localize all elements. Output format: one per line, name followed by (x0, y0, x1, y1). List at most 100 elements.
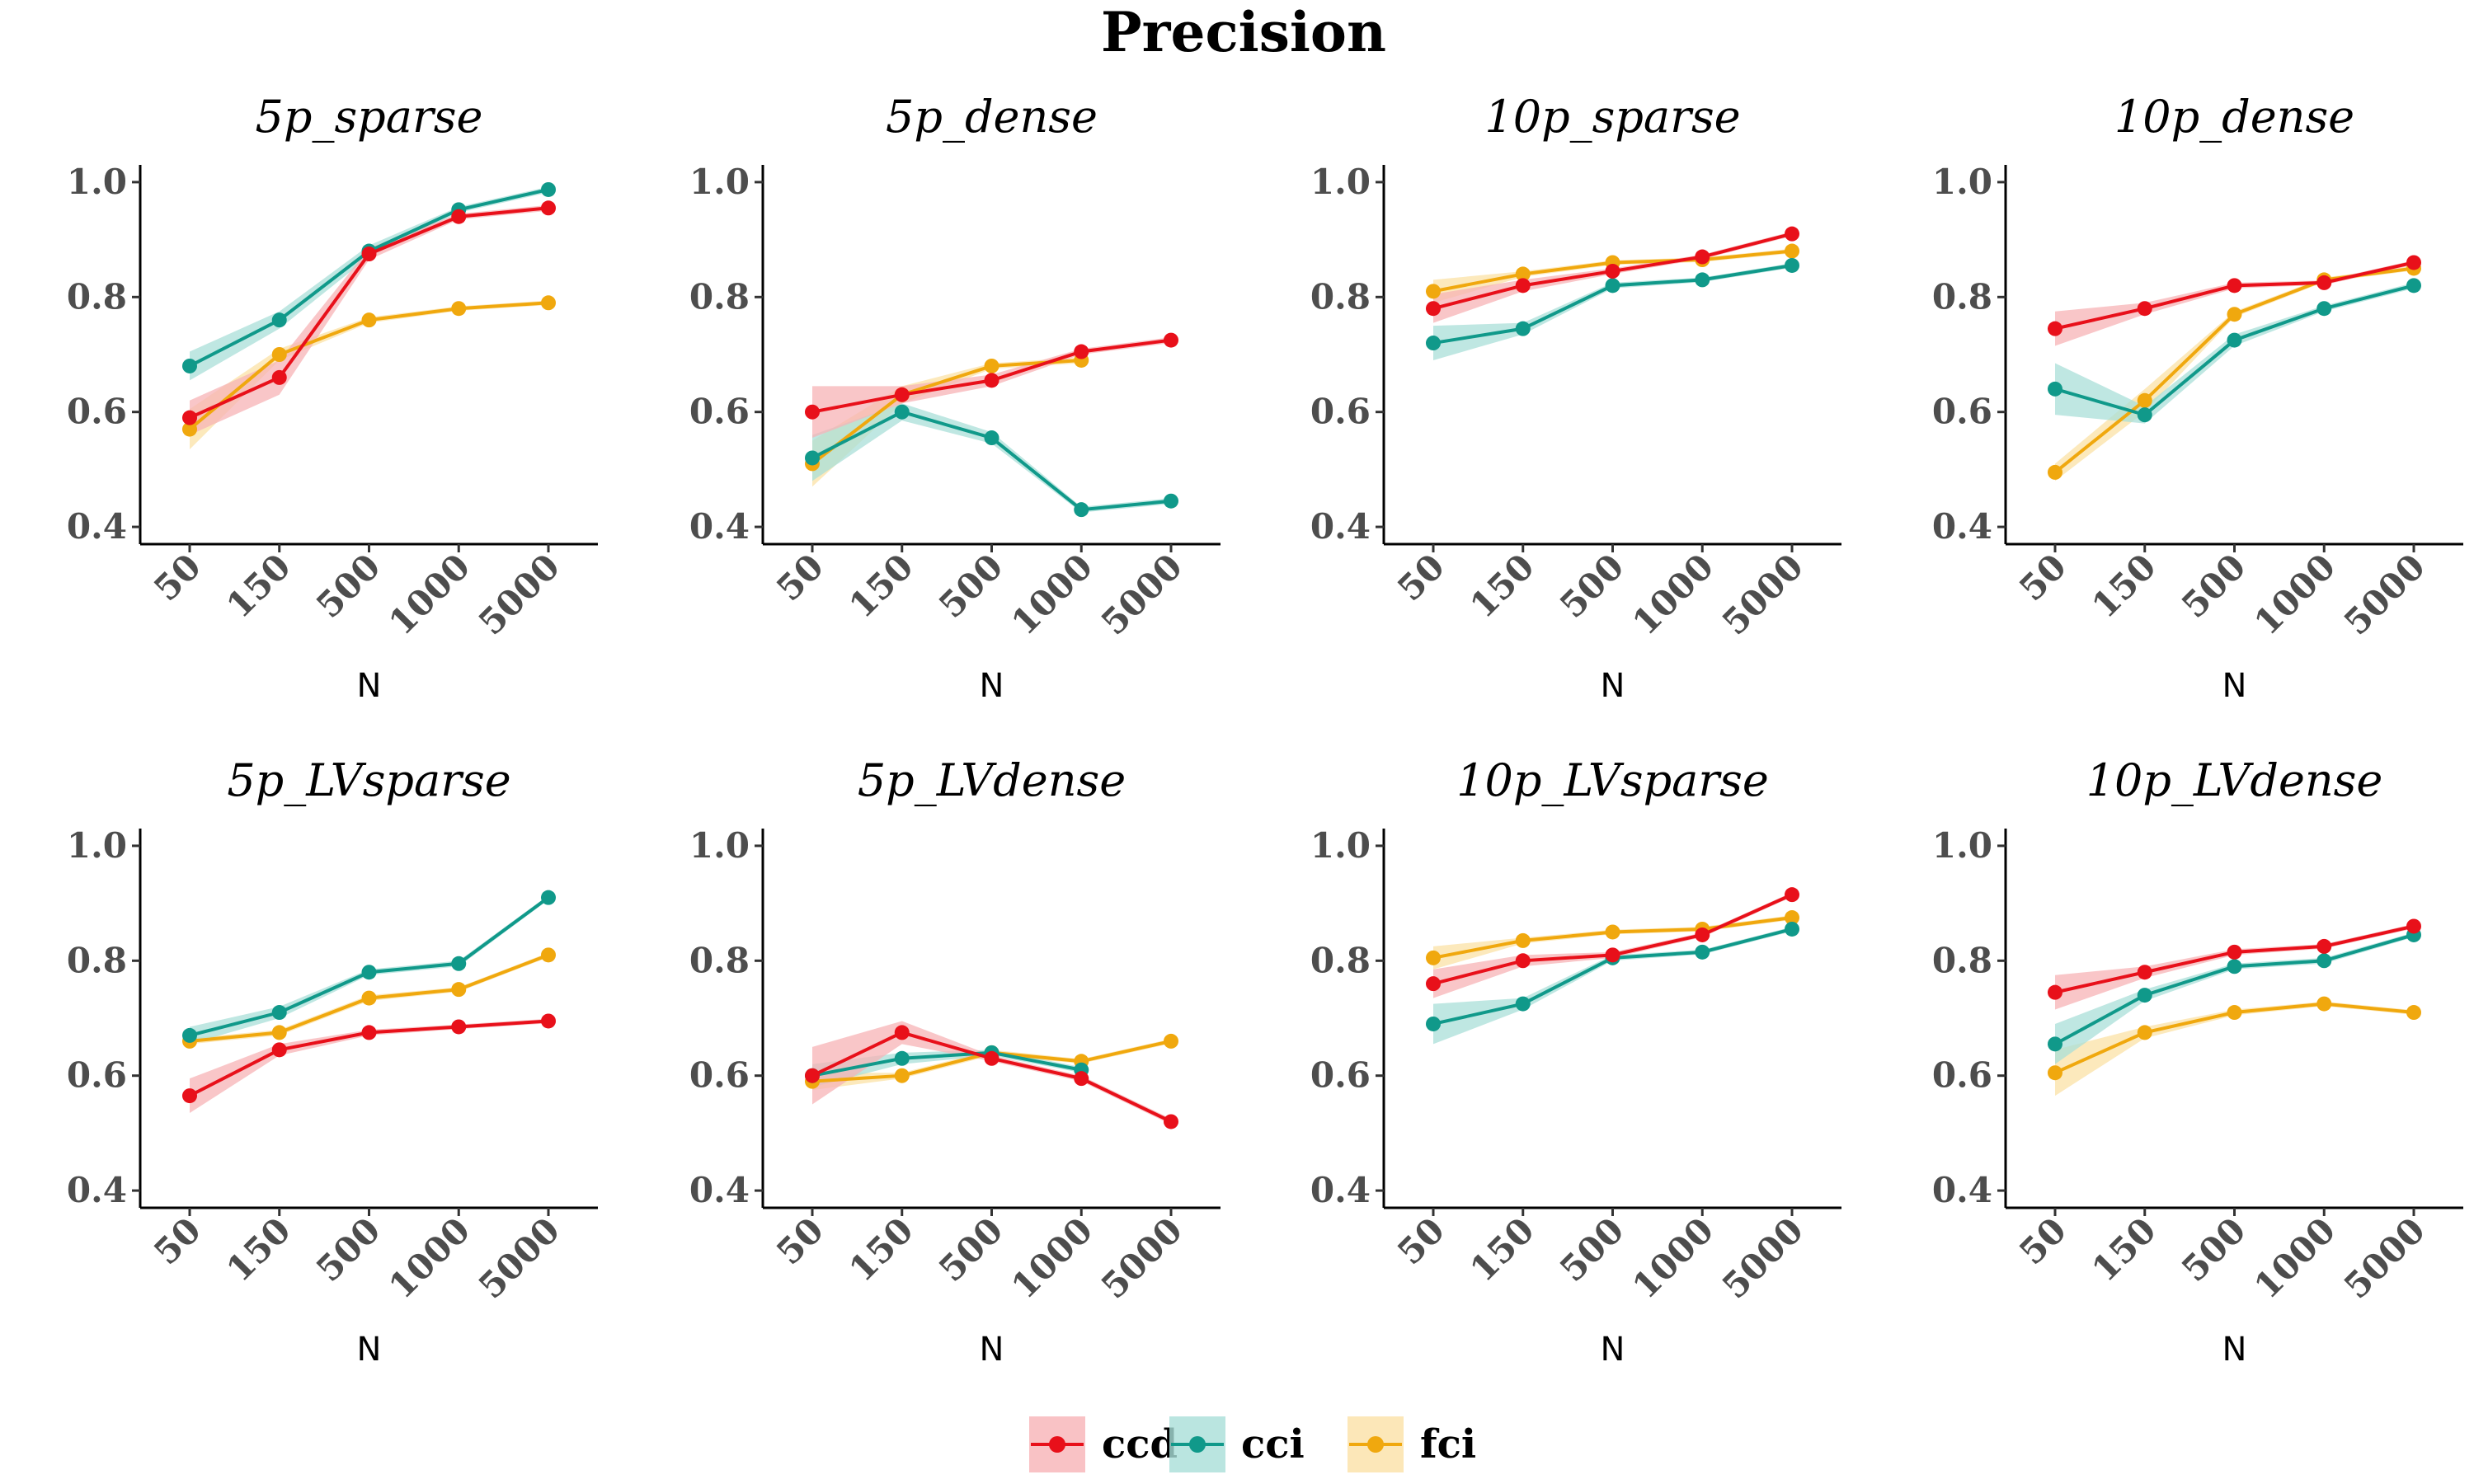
y-tick-label: 0.4 (689, 1170, 750, 1210)
data-point-cci (2316, 301, 2332, 317)
data-point-ccd (2137, 965, 2152, 980)
x-tick-label: 150 (1462, 1209, 1542, 1289)
confidence-band-ccd (190, 1018, 548, 1113)
y-tick-label: 0.4 (1310, 506, 1371, 547)
panel-title: 5p_LVsparse (227, 754, 510, 806)
data-point-ccd (1074, 1071, 1089, 1087)
y-tick-label: 0.6 (689, 392, 750, 432)
data-point-ccd (182, 1088, 197, 1104)
data-point-cci (2048, 1036, 2062, 1052)
data-point-ccd (2406, 255, 2421, 270)
y-tick-label: 1.0 (1310, 825, 1371, 866)
x-tick-label: 5000 (1094, 1209, 1190, 1306)
y-tick-label: 0.6 (67, 1055, 127, 1096)
legend: ccd cci fci (1029, 1416, 1476, 1472)
x-tick-label: 500 (2174, 1209, 2254, 1289)
x-tick-label: 5000 (2336, 1209, 2433, 1306)
data-point-cci (1785, 257, 1799, 273)
data-point-ccd (1785, 226, 1799, 242)
confidence-band-cci (812, 403, 1171, 513)
x-tick-label: 500 (308, 546, 388, 626)
x-tick-label: 50 (1390, 1209, 1452, 1272)
x-tick-label: 5000 (2336, 546, 2433, 642)
data-point-ccd (2406, 918, 2421, 934)
y-tick-label: 0.8 (1310, 276, 1371, 317)
x-tick-label: 5000 (1714, 1209, 1811, 1306)
data-point-cci (2227, 332, 2242, 348)
panel-title: 10p_sparse (1484, 91, 1740, 143)
data-point-cci (2406, 278, 2421, 294)
data-point-ccd (451, 1019, 467, 1035)
x-tick-label: 150 (2084, 1209, 2164, 1289)
x-tick-label: 50 (146, 546, 209, 608)
y-tick-label: 0.6 (67, 392, 127, 432)
legend-label-ccd: ccd (1102, 1421, 1178, 1468)
data-point-ccd (1695, 927, 1710, 942)
x-axis-title: N (357, 667, 382, 705)
x-tick-label: 500 (308, 1209, 388, 1289)
y-tick-label: 1.0 (67, 825, 127, 866)
x-tick-label: 50 (769, 1209, 831, 1272)
data-point-fci (2227, 307, 2242, 322)
x-tick-label: 150 (219, 1209, 299, 1289)
y-tick-label: 0.6 (1932, 392, 1992, 432)
data-point-ccd (2316, 938, 2332, 954)
x-tick-label: 500 (931, 1209, 1011, 1289)
data-point-fci (1515, 266, 1531, 282)
x-tick-label: 50 (146, 1209, 209, 1272)
data-point-fci (1785, 910, 1799, 926)
data-point-ccd (1164, 332, 1178, 348)
x-axis-title: N (2222, 1331, 2247, 1369)
legend-label-cci: cci (1241, 1421, 1305, 1468)
data-point-fci (1515, 932, 1531, 948)
data-point-cci (182, 1027, 197, 1043)
data-point-ccd (894, 1025, 910, 1040)
x-axis-title: N (357, 1331, 382, 1369)
panel-title: 5p_LVdense (858, 754, 1126, 806)
y-tick-label: 0.8 (689, 940, 750, 980)
y-tick-label: 0.8 (689, 276, 750, 317)
confidence-band-ccd (812, 337, 1171, 439)
confidence-band-fci (2055, 1001, 2414, 1097)
data-point-fci (2137, 392, 2152, 408)
data-point-fci (361, 990, 377, 1006)
data-point-ccd (1426, 976, 1441, 992)
y-tick-label: 0.4 (67, 1170, 127, 1210)
x-tick-label: 150 (841, 546, 921, 626)
data-point-cci (2227, 959, 2242, 974)
y-tick-label: 1.0 (1932, 162, 1992, 202)
x-tick-label: 150 (2084, 546, 2164, 626)
y-tick-label: 1.0 (67, 162, 127, 202)
x-tick-label: 150 (841, 1209, 921, 1289)
data-point-ccd (451, 209, 467, 224)
x-tick-label: 150 (1462, 546, 1542, 626)
data-point-ccd (1695, 249, 1710, 265)
data-point-ccd (1785, 887, 1799, 903)
data-point-cci (2316, 953, 2332, 969)
data-point-ccd (1605, 263, 1620, 279)
data-point-fci (182, 421, 197, 437)
x-tick-label: 1000 (1004, 1209, 1100, 1306)
legend-item-fci: fci (1348, 1416, 1476, 1472)
x-tick-label: 500 (1552, 546, 1632, 626)
x-tick-label: 50 (769, 546, 831, 608)
x-tick-label: 1000 (2246, 546, 2343, 642)
y-tick-label: 0.6 (1310, 1055, 1371, 1096)
data-point-ccd (1164, 1114, 1178, 1129)
data-point-fci (541, 295, 556, 311)
panel-title: 10p_LVsparse (1456, 754, 1769, 806)
x-tick-label: 500 (1552, 1209, 1632, 1289)
confidence-band-cci (812, 1050, 1082, 1087)
x-tick-label: 1000 (381, 1209, 477, 1306)
data-point-ccd (1426, 301, 1441, 317)
data-point-ccd (541, 1013, 556, 1029)
y-tick-label: 0.8 (1932, 276, 1992, 317)
x-axis-title: N (2222, 667, 2247, 705)
data-point-fci (2227, 1005, 2242, 1021)
data-point-ccd (984, 373, 999, 388)
data-point-fci (451, 982, 467, 998)
data-point-cci (805, 450, 820, 466)
